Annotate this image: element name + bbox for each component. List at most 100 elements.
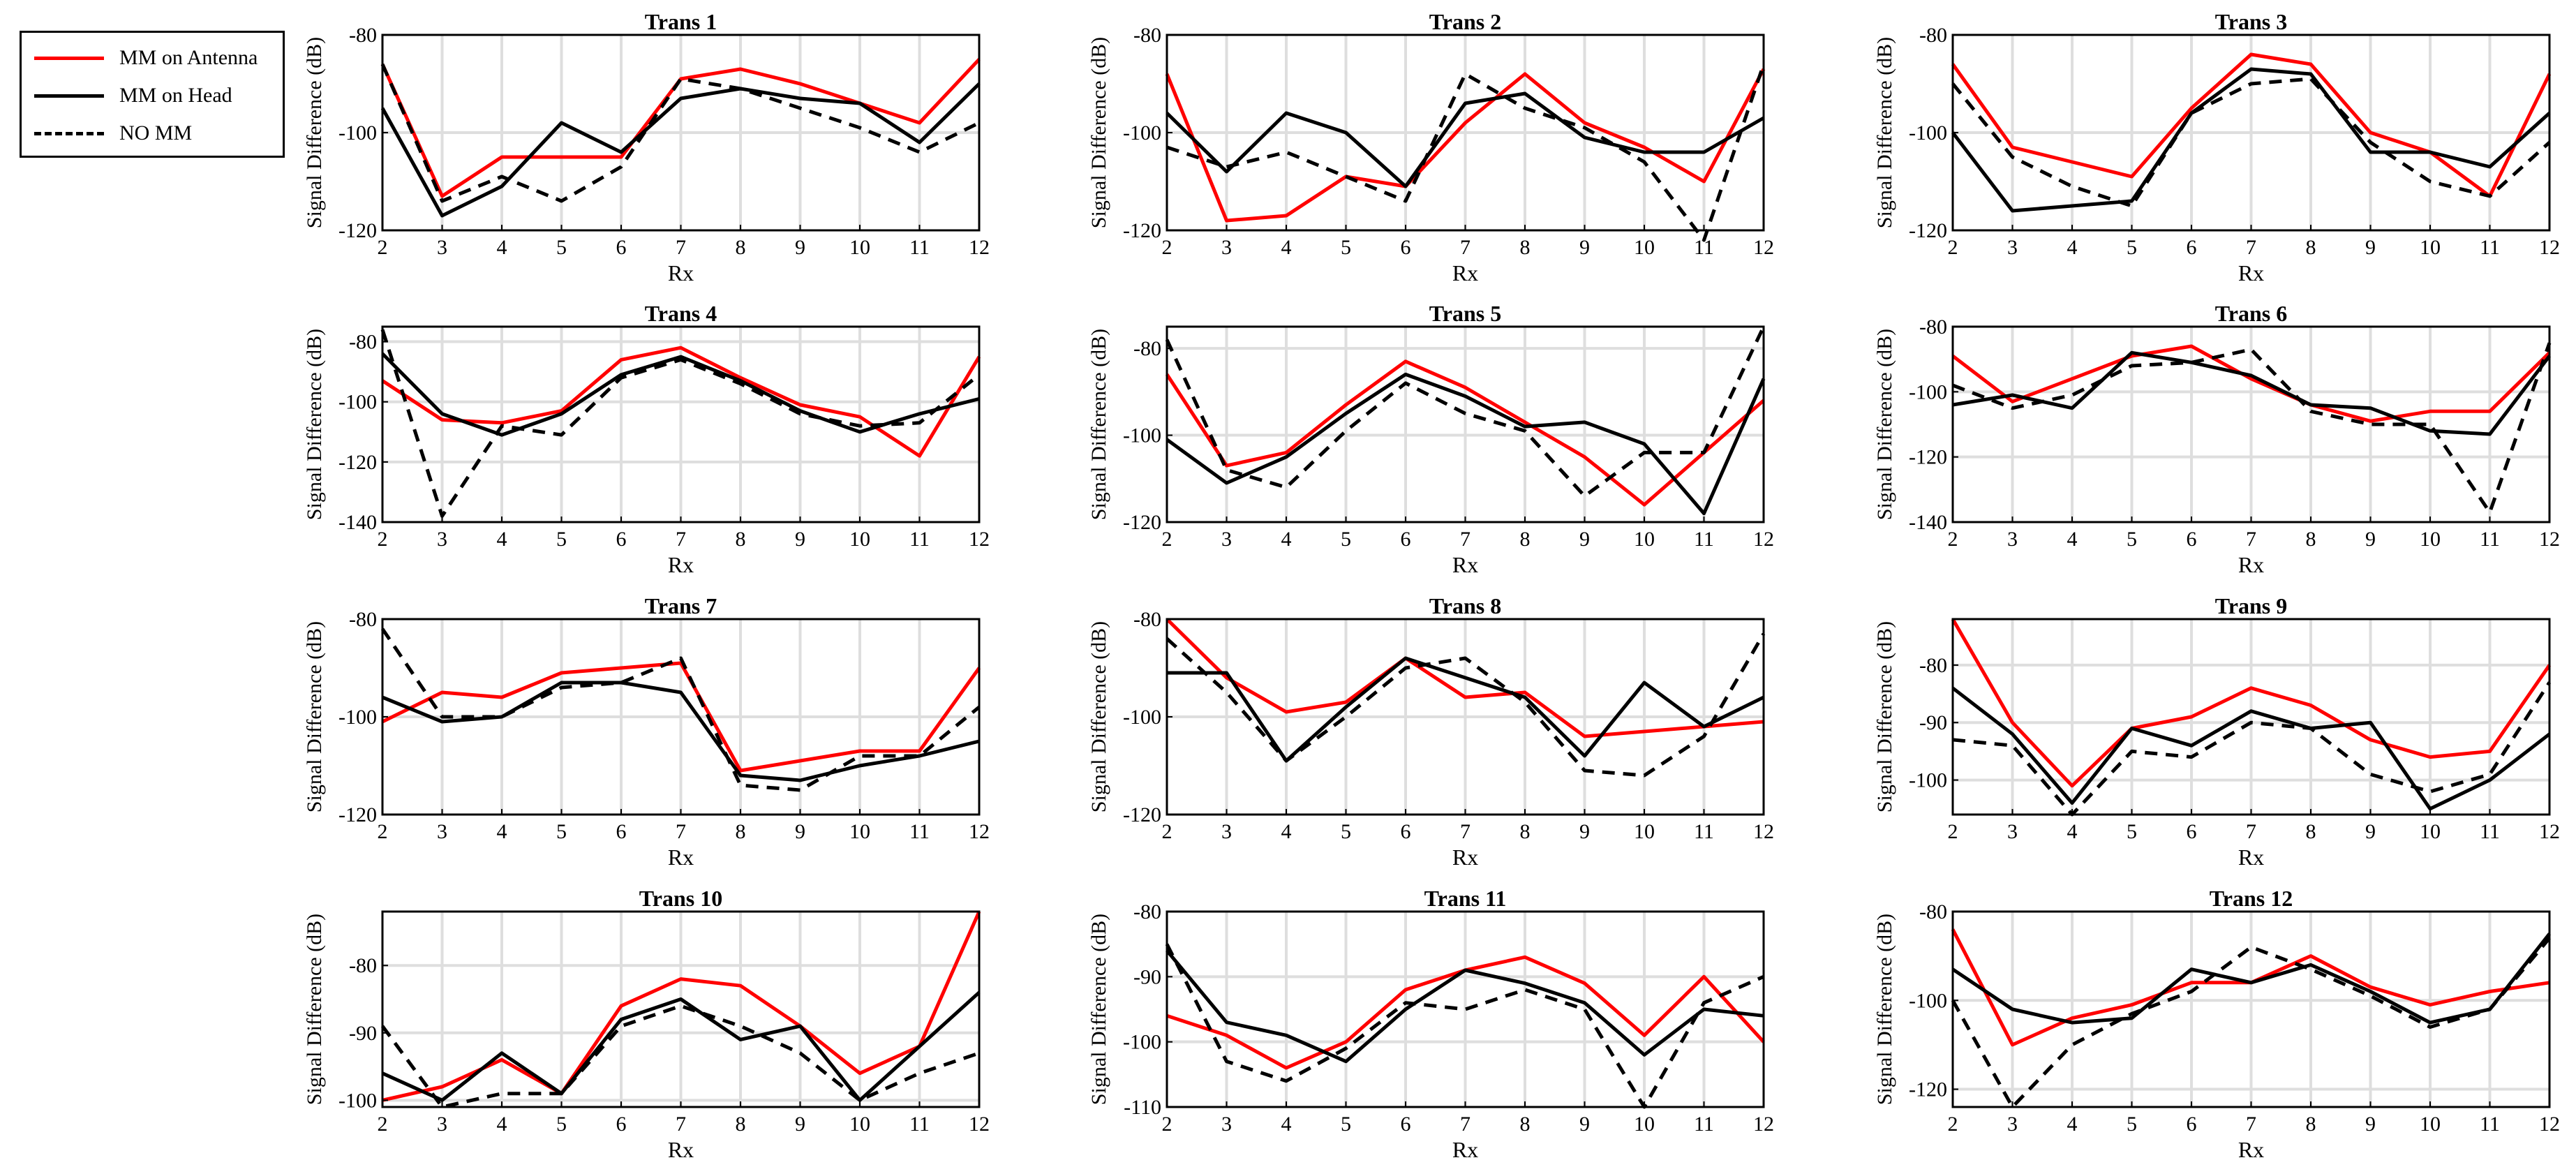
x-tick-label: 3 xyxy=(437,528,447,551)
series-line-mm-on-head xyxy=(1167,656,1765,763)
x-tick-label: 8 xyxy=(2306,236,2316,259)
x-tick-label: 11 xyxy=(1694,236,1714,259)
x-tick-label: 2 xyxy=(1162,1113,1172,1136)
x-tick-label: 12 xyxy=(2539,236,2560,259)
x-tick-label: 7 xyxy=(2246,1113,2256,1136)
x-tick-label: 5 xyxy=(1341,236,1351,259)
x-tick-label: 3 xyxy=(1221,528,1232,551)
chart-title: Trans 6 xyxy=(2215,301,2287,326)
chart-title: Trans 1 xyxy=(645,9,717,34)
series-line-no-mm xyxy=(1165,325,1766,498)
y-tick-label: -100 xyxy=(1123,706,1161,729)
y-tick-label: -100 xyxy=(1909,380,1947,403)
x-tick-label: 5 xyxy=(556,820,567,843)
y-axis-label: Signal Difference (dB) xyxy=(303,37,326,228)
y-axis-label: Signal Difference (dB) xyxy=(1873,914,1896,1105)
x-tick-label: 12 xyxy=(1753,528,1774,551)
x-tick-label: 6 xyxy=(2187,236,2197,259)
x-tick-label: 2 xyxy=(1948,1113,1958,1136)
x-tick-label: 3 xyxy=(437,236,447,259)
y-tick-label: -100 xyxy=(338,391,377,414)
x-tick-label: 5 xyxy=(2127,236,2137,259)
x-tick-label: 7 xyxy=(2246,236,2256,259)
chart-title: Trans 10 xyxy=(639,886,722,911)
x-tick-label: 4 xyxy=(1281,236,1292,259)
y-tick-label: -120 xyxy=(338,219,377,242)
x-tick-label: 2 xyxy=(378,820,388,843)
y-tick-label: -100 xyxy=(338,1089,377,1112)
x-tick-label: 10 xyxy=(2420,820,2441,843)
x-tick-label: 10 xyxy=(849,528,870,551)
series-line-mm-on-antenna xyxy=(1165,68,1766,223)
x-tick-label: 7 xyxy=(1460,1113,1471,1136)
y-tick-label: -90 xyxy=(349,1022,377,1045)
x-tick-label: 5 xyxy=(556,1113,567,1136)
legend-item-mm-on-head: MM on Head xyxy=(22,82,283,110)
x-tick-label: 7 xyxy=(676,820,686,843)
x-tick-label: 4 xyxy=(2067,820,2078,843)
x-tick-label: 6 xyxy=(616,236,627,259)
y-axis-label: Signal Difference (dB) xyxy=(1873,621,1896,812)
series-line-no-mm xyxy=(1952,342,2552,514)
chart-trans-5: 2 3 4 5 6 7 8 9 10 11 12 -120 -100 -80 Trans 5 Rx Signal… xyxy=(1087,301,1774,577)
chart-trans-10: 2 3 4 5 6 7 8 9 10 11 12 -100 -90 -80 Trans 10 Rx Signal… xyxy=(303,886,990,1162)
x-tick-label: 2 xyxy=(1948,528,1958,551)
x-tick-label: 2 xyxy=(378,528,388,551)
x-tick-label: 10 xyxy=(2420,1113,2441,1136)
x-tick-label: 12 xyxy=(1753,1113,1774,1136)
y-axis-label: Signal Difference (dB) xyxy=(1087,329,1110,520)
x-tick-label: 6 xyxy=(2187,820,2197,843)
legend-item-mm-on-antenna: MM on Antenna xyxy=(22,44,283,72)
y-tick-label: -120 xyxy=(1909,219,1947,242)
x-axis-label: Rx xyxy=(1452,552,1478,577)
x-tick-label: 6 xyxy=(1401,1113,1411,1136)
x-tick-label: 10 xyxy=(2420,236,2441,259)
series-line-mm-on-head xyxy=(380,82,981,218)
x-axis-label: Rx xyxy=(2238,845,2264,870)
x-tick-label: 6 xyxy=(616,820,627,843)
x-tick-label: 7 xyxy=(1460,820,1471,843)
y-tick-label: -140 xyxy=(338,511,377,534)
x-tick-label: 5 xyxy=(1341,528,1351,551)
x-tick-label: 3 xyxy=(437,1113,447,1136)
x-tick-label: 6 xyxy=(2187,528,2197,551)
x-tick-label: 4 xyxy=(2067,1113,2078,1136)
legend-label: MM on Head xyxy=(119,84,232,107)
chart-trans-12: 2 3 4 5 6 7 8 9 10 11 12 -120 -100 -80 Trans 12 Rx Signa… xyxy=(1873,886,2560,1162)
series-line-no-mm xyxy=(380,627,981,792)
x-tick-label: 12 xyxy=(2539,528,2560,551)
x-tick-label: 3 xyxy=(2007,820,2018,843)
y-tick-label: -100 xyxy=(1909,769,1947,792)
series-line-mm-on-antenna xyxy=(1166,618,1764,738)
chart-title: Trans 11 xyxy=(1424,886,1507,911)
y-tick-label: -80 xyxy=(349,331,377,354)
y-tick-label: -80 xyxy=(1919,900,1947,923)
x-tick-label: 12 xyxy=(969,1113,990,1136)
y-tick-label: -80 xyxy=(1919,24,1947,47)
series-line-mm-on-antenna xyxy=(1951,344,2551,423)
x-tick-label: 10 xyxy=(849,1113,870,1136)
chart-title: Trans 4 xyxy=(645,301,717,326)
series-line-mm-on-head xyxy=(1951,686,2551,811)
legend-line-mm-on-head xyxy=(34,94,104,98)
x-tick-label: 9 xyxy=(1579,528,1590,551)
y-tick-label: -80 xyxy=(1133,900,1161,923)
x-axis-label: Rx xyxy=(1452,260,1478,285)
x-tick-label: 9 xyxy=(1579,820,1590,843)
series-line-mm-on-antenna xyxy=(381,661,981,773)
series-line-mm-on-head xyxy=(1166,372,1766,516)
y-tick-label: -90 xyxy=(1919,711,1947,734)
chart-trans-8: 2 3 4 5 6 7 8 9 10 11 12 -120 -100 -80 Trans 8 Rx Signal… xyxy=(1087,593,1774,870)
x-tick-label: 5 xyxy=(2127,1113,2137,1136)
x-tick-label: 4 xyxy=(1281,528,1292,551)
x-tick-label: 3 xyxy=(1221,1113,1232,1136)
chart-title: Trans 7 xyxy=(645,593,717,618)
x-tick-label: 10 xyxy=(849,236,870,259)
series-line-mm-on-antenna xyxy=(1951,618,2552,788)
x-tick-label: 3 xyxy=(1221,820,1232,843)
x-tick-label: 8 xyxy=(1520,528,1531,551)
x-tick-label: 4 xyxy=(2067,236,2078,259)
y-axis-label: Signal Difference (dB) xyxy=(303,914,326,1105)
x-tick-label: 4 xyxy=(2067,528,2078,551)
x-tick-label: 8 xyxy=(1520,236,1531,259)
